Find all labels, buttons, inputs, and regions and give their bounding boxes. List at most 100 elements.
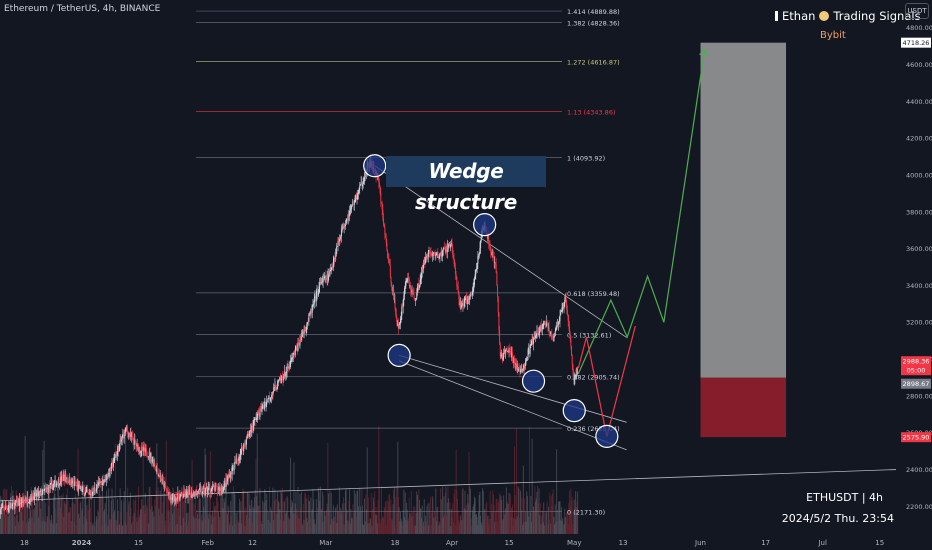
- candle-body: [184, 491, 186, 495]
- candle-body: [149, 451, 151, 458]
- volume-bar: [2, 489, 4, 534]
- volume-bar: [57, 489, 59, 534]
- volume-bar: [25, 522, 27, 534]
- volume-bar: [32, 500, 34, 534]
- volume-bar: [325, 509, 327, 534]
- volume-bar: [74, 504, 76, 534]
- volume-bar: [559, 500, 561, 534]
- volume-bar: [408, 497, 410, 534]
- candle-body: [281, 376, 283, 379]
- volume-bar: [264, 490, 266, 534]
- volume-bar: [66, 488, 68, 534]
- volume-bar: [566, 512, 568, 534]
- candle-body: [480, 240, 482, 248]
- candle-body: [32, 496, 34, 500]
- candle-body: [397, 324, 399, 326]
- candle-body: [116, 454, 118, 456]
- candle-body: [320, 281, 322, 284]
- candle-body: [527, 349, 529, 358]
- candle-body: [19, 499, 21, 506]
- candle-body: [34, 492, 36, 501]
- candle-body: [227, 476, 229, 480]
- price-tick: 2400.00: [906, 466, 932, 474]
- volume-bar: [269, 522, 271, 534]
- volume-bar: [575, 507, 577, 534]
- fib-label: 1.13 (4343.86): [567, 109, 616, 117]
- volume-bar: [445, 486, 447, 534]
- volume-bar: [258, 506, 260, 534]
- volume-bar: [106, 514, 108, 534]
- volume-bar: [262, 500, 264, 534]
- candle-body: [501, 354, 503, 356]
- volume-bar: [508, 492, 510, 534]
- candle-body: [91, 494, 93, 496]
- candle-body: [113, 457, 115, 463]
- volume-bar: [492, 490, 494, 534]
- volume-bar: [7, 516, 9, 534]
- candle-body: [205, 487, 207, 492]
- candle-body: [280, 378, 282, 381]
- volume-bar: [183, 501, 185, 534]
- volume-bar: [277, 500, 279, 534]
- candle-body: [506, 348, 508, 352]
- candle-body: [475, 269, 477, 275]
- candle-body: [44, 488, 46, 490]
- candle-body: [178, 497, 180, 501]
- candle-body: [54, 479, 56, 483]
- candle-body: [85, 491, 87, 492]
- candle-body: [332, 267, 334, 268]
- price-tick: 3800.00: [906, 208, 932, 216]
- candle-body: [560, 310, 562, 313]
- volume-bar: [362, 524, 364, 534]
- volume-bar: [435, 488, 437, 534]
- candle-body: [293, 352, 295, 354]
- candle-body: [431, 252, 433, 257]
- volume-bar: [375, 507, 377, 534]
- volume-bar: [167, 489, 169, 534]
- candle-body: [322, 277, 324, 282]
- candle-body: [247, 433, 249, 439]
- candle-body: [425, 257, 427, 263]
- currency-button[interactable]: USDT: [905, 3, 929, 19]
- volume-bar: [292, 502, 294, 534]
- volume-bar: [476, 514, 478, 534]
- candle-body: [134, 438, 136, 442]
- candle-body: [64, 474, 66, 481]
- candle-body: [205, 487, 207, 489]
- fib-label: 1.272 (4616.87): [567, 58, 620, 66]
- volume-bar: [490, 519, 492, 534]
- volume-bar: [279, 519, 281, 534]
- volume-bar: [469, 486, 471, 534]
- volume-bar: [278, 502, 280, 534]
- candle-body: [429, 252, 431, 254]
- candle-body: [551, 335, 553, 337]
- candle-body: [151, 460, 153, 462]
- candle-body: [407, 277, 409, 279]
- candle-body: [448, 244, 450, 246]
- volume-bar: [517, 486, 519, 534]
- time-axis[interactable]: 18 2024 15 Feb 12 Mar 18 Apr 15 May 13 Jun 17 Jul 15: [20, 539, 884, 547]
- candle-body: [4, 505, 6, 510]
- candle-body: [497, 296, 499, 313]
- volume-bar: [454, 525, 456, 534]
- candle-body: [433, 252, 435, 254]
- volume-bar: [381, 517, 383, 534]
- volume-bar: [215, 516, 217, 534]
- candle-body: [294, 352, 296, 356]
- volume-bar: [480, 522, 482, 534]
- candle-body: [28, 502, 30, 504]
- candle-body: [225, 478, 227, 487]
- candle-body: [275, 384, 277, 390]
- volume-bar: [47, 494, 49, 534]
- candle-body: [570, 339, 572, 347]
- volume-bar: [170, 491, 172, 534]
- candle-body: [236, 458, 238, 460]
- candle-body: [522, 368, 524, 371]
- candle-body: [81, 489, 83, 492]
- volume-bar: [189, 486, 191, 534]
- volume-bar: [228, 508, 230, 534]
- candle-body: [388, 259, 390, 261]
- candle-body: [495, 264, 497, 273]
- price-tick: 3400.00: [906, 282, 932, 290]
